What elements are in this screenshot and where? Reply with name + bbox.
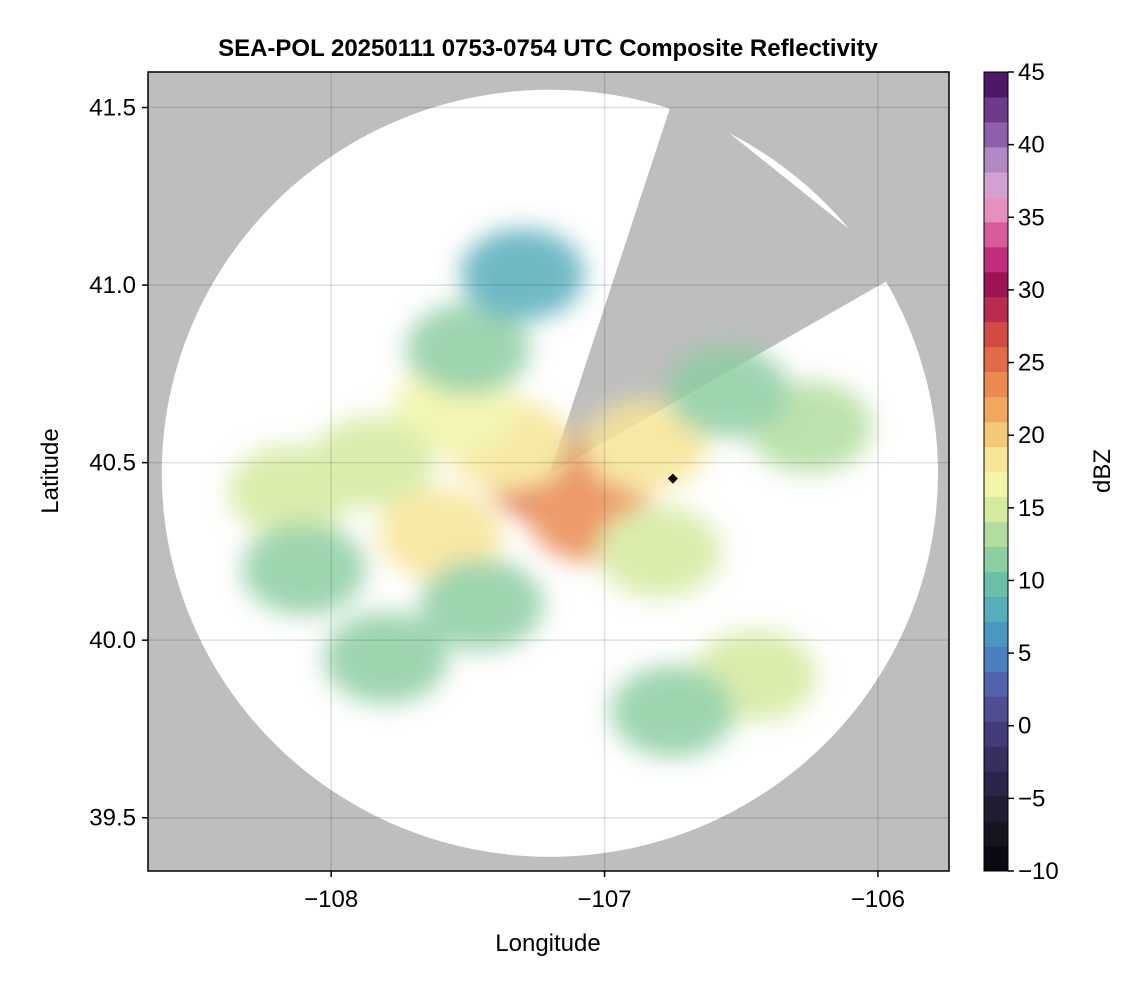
colorbar-tick-label: −5	[1018, 785, 1045, 812]
colorbar-segment	[984, 321, 1008, 348]
colorbar-segment	[984, 846, 1008, 872]
plot-clip-group	[161, 89, 938, 857]
x-tick-label: −106	[851, 886, 905, 913]
echo-region	[597, 505, 722, 598]
colorbar-segment	[984, 721, 1008, 747]
x-axis: −108 −107 −106	[304, 871, 905, 913]
colorbar-segment	[984, 346, 1008, 373]
colorbar-segment	[984, 521, 1008, 547]
colorbar-segment	[984, 796, 1008, 822]
colorbar-segment	[984, 72, 1008, 98]
y-tick-label: 41.0	[89, 272, 136, 299]
colorbar-segment	[984, 421, 1008, 448]
echo-region	[583, 398, 708, 491]
echo-region	[323, 611, 448, 704]
colorbar-segment	[984, 646, 1008, 672]
echo-region	[405, 302, 530, 395]
echo-region	[460, 228, 585, 321]
colorbar-segment	[984, 746, 1008, 772]
colorbar-segment	[984, 246, 1008, 273]
colorbar-segment	[984, 621, 1008, 647]
echo-region	[228, 445, 353, 538]
y-axis-label: Latitude	[37, 428, 64, 513]
colorbar-segment	[984, 371, 1008, 398]
colorbar-segment	[984, 446, 1008, 472]
colorbar-segment	[984, 696, 1008, 722]
plot-area	[147, 71, 950, 872]
colorbar: −10 −5 0 5 10 15 20 25 30 35 40 45	[983, 59, 1059, 885]
colorbar-tick-label: 0	[1018, 713, 1031, 740]
colorbar-tick-label: 30	[1018, 277, 1045, 304]
blocked-sector	[549, 90, 903, 474]
colorbar-tick-label: 40	[1018, 132, 1045, 159]
y-tick-label: 39.5	[89, 805, 136, 832]
colorbar-segment	[984, 121, 1008, 148]
colorbar-tick-label: 45	[1018, 59, 1045, 86]
colorbar-tick-label: 25	[1018, 350, 1045, 377]
x-tick-label: −107	[578, 886, 632, 913]
x-axis-label: Longitude	[495, 930, 600, 957]
colorbar-tick-label: 5	[1018, 640, 1031, 667]
colorbar-tick-label: 35	[1018, 204, 1045, 231]
chart-title: SEA-POL 20250111 0753-0754 UTC Composite…	[218, 35, 879, 62]
y-axis: 39.5 40.0 40.5 41.0 41.5	[89, 95, 148, 832]
colorbar-segment	[984, 471, 1008, 497]
echo-region	[610, 665, 735, 758]
colorbar-segment	[984, 146, 1008, 173]
colorbar-frame	[983, 71, 1009, 872]
colorbar-tick-label: −10	[1018, 858, 1059, 885]
colorbar-segment	[984, 396, 1008, 423]
colorbar-tick-label: 10	[1018, 567, 1045, 594]
colorbar-segment	[984, 771, 1008, 797]
colorbar-segment	[984, 221, 1008, 248]
colorbar-segment	[984, 496, 1008, 522]
colorbar-segment	[984, 296, 1008, 323]
site-marker	[667, 473, 678, 484]
colorbar-segment	[984, 571, 1008, 597]
colorbar-segment	[984, 821, 1008, 847]
colorbar-label: dBZ	[1089, 449, 1116, 493]
echo-region	[419, 558, 544, 651]
colorbar-segment	[984, 271, 1008, 298]
colorbar-segment	[984, 546, 1008, 572]
plot-frame	[147, 71, 950, 872]
echo-region	[378, 487, 503, 580]
colorbar-tick-label: 20	[1018, 422, 1045, 449]
colorbar-segment	[984, 671, 1008, 697]
echo-region	[241, 523, 366, 616]
colorbar-segment	[984, 596, 1008, 622]
y-tick-label: 41.5	[89, 95, 136, 122]
x-tick-label: −108	[304, 886, 358, 913]
y-tick-label: 40.0	[89, 627, 136, 654]
echo-layer	[228, 228, 872, 758]
colorbar-tick-label: 15	[1018, 495, 1045, 522]
colorbar-segment	[984, 196, 1008, 223]
y-tick-label: 40.5	[89, 450, 136, 477]
echo-region	[665, 345, 790, 438]
colorbar-segment	[984, 171, 1008, 198]
colorbar-segment	[984, 96, 1008, 123]
